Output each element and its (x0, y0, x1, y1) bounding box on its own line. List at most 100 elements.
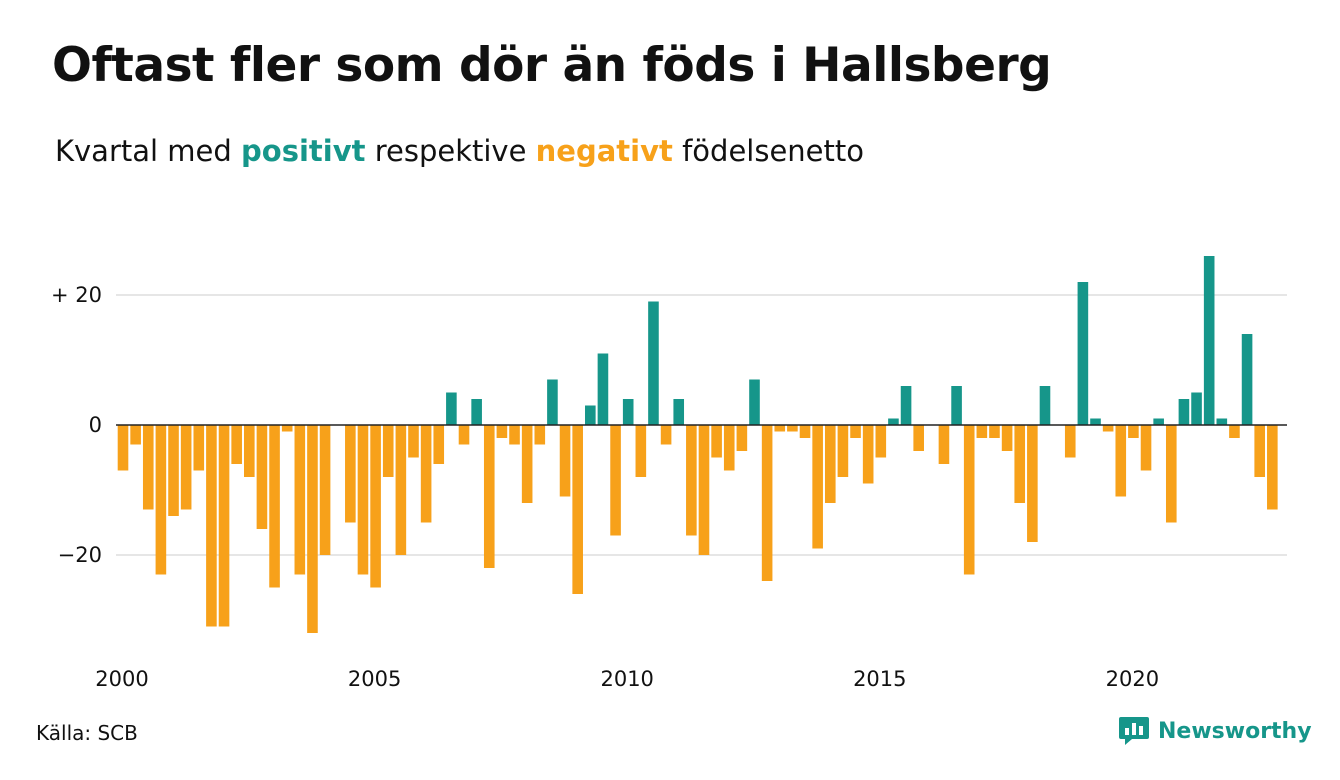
bar (1077, 282, 1089, 425)
bar (180, 425, 192, 510)
bar (1115, 425, 1127, 497)
bar (736, 425, 748, 451)
bar (1001, 425, 1013, 451)
bar (1254, 425, 1265, 477)
bar (534, 425, 546, 445)
bar (989, 425, 1000, 438)
bar (382, 425, 394, 477)
bar (862, 425, 874, 484)
bar (1090, 418, 1101, 425)
bar (319, 425, 331, 555)
y-tick-label: −20 (58, 543, 102, 567)
bar (1216, 418, 1228, 425)
bar (1140, 425, 1152, 471)
bar (824, 425, 836, 503)
bar (370, 425, 381, 588)
bar (509, 425, 520, 445)
bar (1027, 425, 1038, 542)
bar (572, 425, 583, 594)
subtitle-prefix: Kvartal med (55, 134, 232, 168)
bar (1191, 392, 1202, 425)
bar (357, 425, 369, 575)
bar (559, 425, 571, 497)
bar (761, 425, 773, 581)
bar (395, 425, 407, 555)
bar (345, 425, 356, 523)
bar (231, 425, 242, 464)
bar (723, 425, 735, 471)
bar (686, 425, 697, 536)
bar (547, 379, 558, 425)
bar (281, 425, 293, 432)
bar (420, 425, 432, 523)
bar (837, 425, 849, 477)
bar (774, 425, 786, 432)
subtitle-suffix: födelsenetto (682, 134, 864, 168)
bar (1128, 425, 1139, 438)
bar (1229, 425, 1240, 438)
bar (900, 386, 912, 425)
bar (938, 425, 950, 464)
bar (1039, 386, 1051, 425)
bar (1014, 425, 1026, 503)
chart-subtitle: Kvartal med positivt respektive negativt… (55, 134, 864, 168)
bar (799, 425, 811, 438)
bar (521, 425, 533, 503)
bars (117, 256, 1278, 633)
bar (1267, 425, 1278, 510)
bar (256, 425, 268, 529)
bar (635, 425, 647, 477)
newsworthy-logo-icon (1119, 717, 1149, 745)
bar (1102, 425, 1114, 432)
bar (433, 425, 445, 464)
bar (698, 425, 710, 555)
x-tick-label: 2005 (348, 667, 401, 691)
bar (812, 425, 823, 549)
bar (269, 425, 280, 588)
bar (155, 425, 167, 575)
y-tick-label: 0 (89, 413, 102, 437)
bar (875, 425, 887, 458)
bar (244, 425, 255, 477)
bar (888, 418, 899, 425)
bar (1178, 399, 1190, 425)
x-tick-label: 2000 (95, 667, 148, 691)
bar (1165, 425, 1177, 523)
x-tick-label: 2010 (600, 667, 653, 691)
bar (585, 405, 596, 425)
bar (1153, 418, 1164, 425)
bar (648, 301, 659, 425)
bar (597, 353, 609, 425)
bar (749, 379, 760, 425)
bar (850, 425, 861, 438)
x-tick-label: 2015 (853, 667, 906, 691)
bar (193, 425, 205, 471)
bar (471, 399, 482, 425)
bar (951, 386, 962, 425)
subtitle-positive-label: positivt (241, 134, 366, 168)
bar (117, 425, 129, 471)
brand[interactable]: Newsworthy (1118, 714, 1312, 748)
bar (913, 425, 924, 451)
bar (976, 425, 988, 438)
bar (307, 425, 318, 633)
x-tick-label: 2020 (1106, 667, 1159, 691)
subtitle-middle: respektive (374, 134, 527, 168)
bar (446, 392, 457, 425)
bar (168, 425, 179, 516)
bar (408, 425, 419, 458)
bar (622, 399, 634, 425)
bar (673, 399, 685, 425)
bar (660, 425, 672, 445)
bar (130, 425, 141, 445)
bar (1203, 256, 1215, 425)
page-title: Oftast fler som dör än föds i Hallsberg (52, 38, 1052, 93)
bar (142, 425, 154, 510)
bar (711, 425, 722, 458)
subtitle-negative-label: negativt (535, 134, 673, 168)
bar (496, 425, 508, 438)
bar (1241, 334, 1253, 425)
source-note: Källa: SCB (36, 721, 138, 745)
bar (787, 425, 798, 432)
